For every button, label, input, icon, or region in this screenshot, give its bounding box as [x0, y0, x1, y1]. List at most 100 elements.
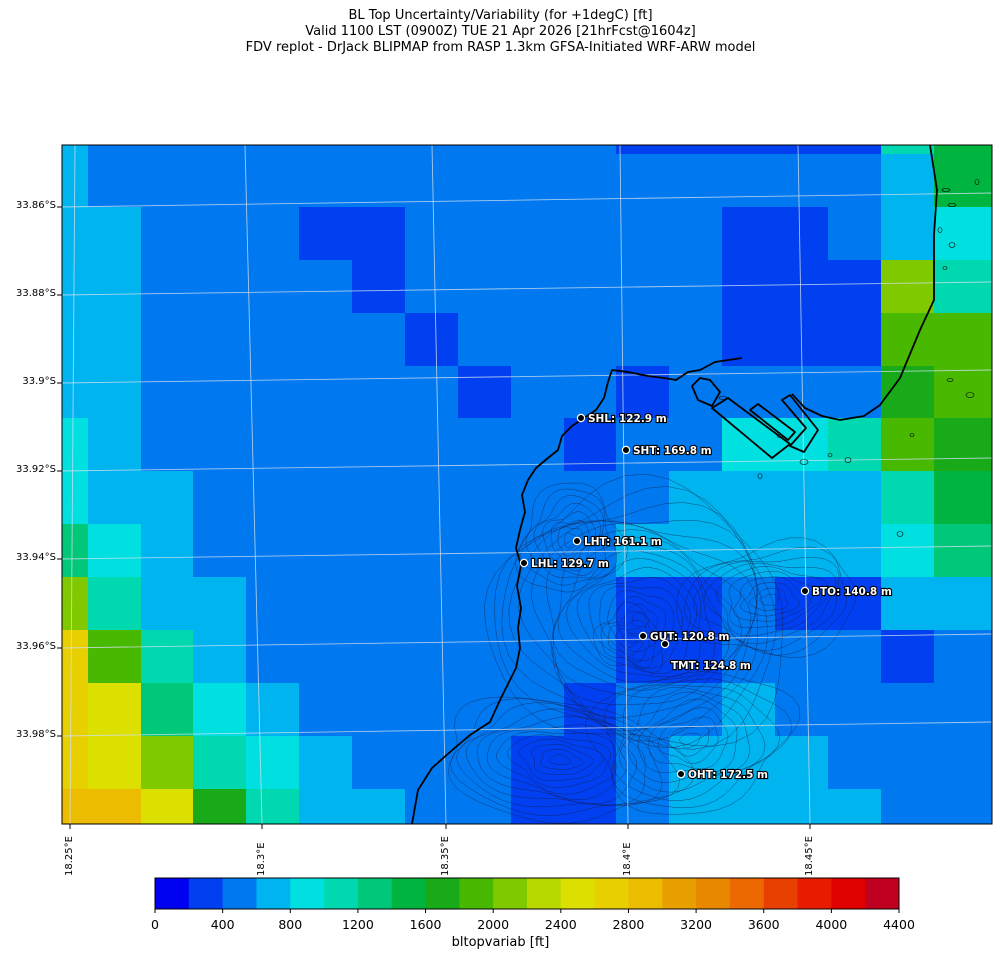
- station-marker[interactable]: [621, 445, 631, 455]
- grid-cell: [246, 207, 300, 261]
- station-shl[interactable]: SHL: 122.9 m: [576, 412, 668, 426]
- grid-cell: [299, 524, 353, 578]
- station-marker[interactable]: [519, 558, 529, 568]
- grid-cell: [62, 789, 89, 824]
- grid-cell: [934, 154, 992, 208]
- grid-cell: [88, 366, 142, 419]
- grid-cell: [564, 524, 617, 578]
- grid-cell: [722, 418, 776, 472]
- grid-cell: [881, 154, 935, 208]
- colorbar-swatch: [527, 878, 562, 909]
- colorbar-swatch: [188, 878, 224, 909]
- grid-cell: [511, 154, 565, 208]
- grid-cell: [828, 471, 882, 525]
- grid-cell: [616, 366, 670, 419]
- grid-cell: [62, 683, 89, 737]
- grid-cell: [299, 471, 353, 525]
- grid-cell: [88, 471, 142, 525]
- grid-cell: [299, 789, 353, 824]
- colorbar-tick-label: 1600: [409, 917, 442, 932]
- meridian-line: [244, 145, 263, 824]
- grid-cell: [88, 418, 142, 472]
- station-marker[interactable]: [676, 769, 686, 779]
- station-label: LHT: 161.1 m: [584, 536, 662, 548]
- station-tmt[interactable]: TMT: 124.8 m: [660, 639, 752, 673]
- grid-cell: [564, 736, 617, 790]
- contour-line: [549, 754, 572, 766]
- contour-line: [658, 716, 719, 764]
- grid-cell: [62, 260, 89, 314]
- grid-cell: [246, 524, 300, 578]
- grid-cell: [352, 313, 406, 367]
- grid-cell: [88, 260, 142, 314]
- grid-cell: [669, 154, 723, 208]
- colorbar-swatch: [560, 878, 596, 909]
- station-marker[interactable]: [660, 639, 670, 649]
- station-marker[interactable]: [800, 586, 810, 596]
- grid-cell: [669, 207, 723, 261]
- islet: [827, 453, 833, 457]
- grid-cell: [62, 313, 89, 367]
- station-oht[interactable]: OHT: 172.5 m: [676, 768, 769, 782]
- contour-line: [615, 596, 667, 643]
- graticule: [62, 145, 992, 824]
- grid-cell: [405, 524, 459, 578]
- contour-line: [576, 567, 698, 675]
- grid-cell: [458, 154, 512, 208]
- grid-cell: [564, 577, 617, 631]
- grid-cell: [299, 145, 353, 155]
- grid-cell: [616, 207, 670, 261]
- grid-cell: [352, 524, 406, 578]
- colorbar-tick-label: 3600: [747, 917, 780, 932]
- station-lht[interactable]: LHT: 161.1 m: [572, 535, 663, 549]
- lon-tick-label: 18.4°E: [622, 842, 633, 876]
- lon-tick-label: 18.35°E: [440, 836, 451, 876]
- contour-line: [563, 532, 577, 548]
- title-line-3: FDV replot - DrJack BLIPMAP from RASP 1.…: [245, 40, 756, 55]
- station-lhl[interactable]: LHL: 129.7 m: [519, 557, 610, 571]
- colorbar-swatch: [155, 878, 190, 909]
- contour-line: [515, 482, 628, 593]
- coast-line: [781, 394, 819, 453]
- grid-cell: [669, 683, 723, 737]
- grid-cell: [246, 683, 300, 737]
- grid-cell: [299, 630, 353, 684]
- grid-cell: [934, 471, 992, 525]
- grid-cell: [193, 577, 247, 631]
- grid-cell: [775, 145, 829, 155]
- station-marker[interactable]: [638, 631, 648, 641]
- colorbar-swatch: [357, 878, 393, 909]
- grid-cell: [141, 207, 194, 261]
- islet: [757, 473, 763, 479]
- grid-cell: [881, 418, 935, 472]
- grid-cell: [193, 418, 247, 472]
- contour-line: [557, 526, 584, 557]
- islet: [946, 378, 954, 382]
- contour-line: [759, 593, 779, 606]
- colorbar-tick-label: 4400: [883, 917, 915, 932]
- contour-line: [588, 577, 691, 669]
- grid-cell: [775, 471, 829, 525]
- lat-tick-label: 33.9°S: [22, 376, 56, 387]
- contour-line: [531, 523, 757, 719]
- grid-cell: [828, 145, 882, 155]
- grid-cell: [616, 471, 670, 525]
- grid-cell: [88, 630, 142, 684]
- grid-cell: [352, 630, 406, 684]
- grid-cell: [934, 366, 992, 419]
- meridian-line: [797, 145, 811, 824]
- contour-line: [740, 582, 800, 617]
- grid-cell: [246, 145, 300, 155]
- grid-cell: [458, 260, 512, 314]
- station-marker[interactable]: [572, 536, 582, 546]
- station-sht[interactable]: SHT: 169.8 m: [621, 444, 713, 458]
- station-marker[interactable]: [576, 413, 586, 423]
- contour-line: [484, 473, 783, 747]
- title-line-2: Valid 1100 LST (0900Z) TUE 21 Apr 2026 […: [305, 24, 696, 39]
- station-gut[interactable]: GUT: 120.8 m: [638, 630, 731, 644]
- station-bto[interactable]: BTO: 140.8 m: [800, 585, 893, 599]
- grid-cell: [246, 260, 300, 314]
- grid-cell: [352, 577, 406, 631]
- grid-cell: [828, 630, 882, 684]
- contour-line: [542, 511, 597, 572]
